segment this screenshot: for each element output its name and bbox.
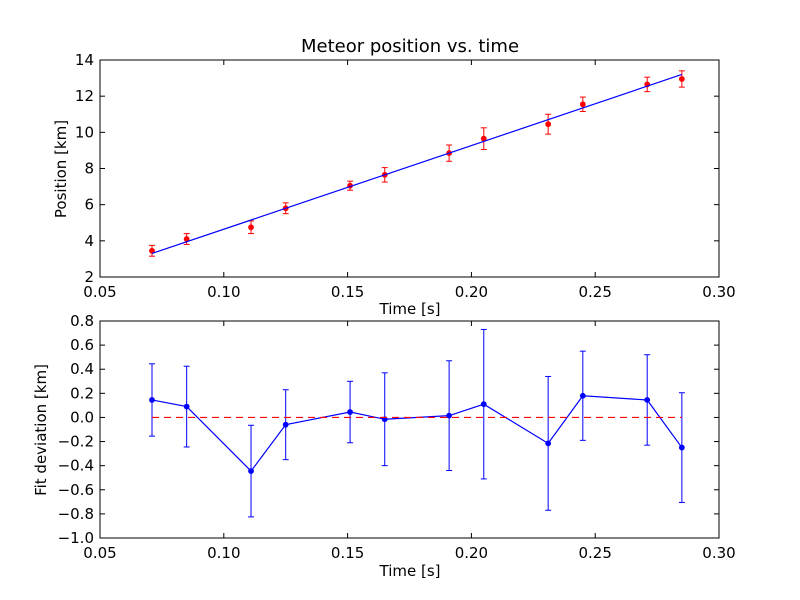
data-point — [579, 392, 586, 399]
x-tick-label: 0.05 — [83, 544, 116, 562]
y-tick-group: −1.0 −0.8 −0.6 −0.4 −0.2 0.0 0.2 0.4 0.6 0.8 — [58, 312, 719, 547]
y-tick-group: 2 4 6 8 10 12 14 — [75, 51, 719, 286]
data-point — [678, 76, 685, 82]
y-tick-label: 10 — [75, 123, 94, 141]
x-tick-label: 0.25 — [578, 544, 611, 562]
data-marks — [148, 70, 685, 257]
fit-line — [151, 73, 683, 255]
y-axis-label: Fit deviation [km] — [32, 364, 50, 496]
x-tick-label: 0.30 — [702, 544, 735, 562]
x-tick-label: 0.15 — [331, 283, 364, 301]
data-point — [579, 101, 586, 108]
x-tick-group: 0.05 0.10 0.15 0.20 0.25 0.30 — [83, 60, 736, 301]
y-axis-label: Position [km] — [52, 120, 70, 218]
data-point — [545, 440, 552, 447]
y-tick-label: 0.0 — [70, 408, 94, 426]
data-marks — [148, 328, 685, 518]
y-tick-label: 14 — [75, 51, 94, 69]
position-plot: Meteor position vs. time 0.05 0.10 0.15 0.2… — [52, 36, 736, 318]
x-tick-group: 0.05 0.10 0.15 0.20 0.25 0.30 — [83, 321, 736, 562]
x-axis-label: Time [s] — [379, 562, 441, 580]
data-point — [183, 403, 190, 410]
y-tick-label: 4 — [84, 232, 94, 250]
y-tick-label: 2 — [84, 268, 94, 286]
x-tick-label: 0.15 — [331, 544, 364, 562]
x-axis-label: Time [s] — [379, 300, 441, 318]
y-tick-label: 0.4 — [70, 360, 94, 378]
y-tick-label: −0.6 — [58, 481, 94, 499]
data-point — [282, 421, 289, 428]
data-point — [149, 397, 155, 403]
data-point — [248, 468, 254, 474]
x-tick-label: 0.25 — [578, 283, 611, 301]
y-tick-label: −0.2 — [58, 433, 94, 451]
data-point — [347, 409, 353, 415]
data-point — [644, 397, 651, 403]
x-tick-label: 0.20 — [455, 283, 488, 301]
y-tick-label: 0.8 — [70, 312, 94, 330]
data-point — [545, 121, 552, 128]
y-tick-label: 6 — [84, 196, 94, 214]
y-tick-label: −0.8 — [58, 505, 94, 523]
y-tick-label: −1.0 — [58, 529, 94, 547]
deviation-line — [151, 395, 683, 473]
x-tick-label: 0.10 — [207, 283, 240, 301]
y-tick-label: 12 — [75, 87, 94, 105]
x-tick-label: 0.20 — [455, 544, 488, 562]
data-point — [678, 444, 685, 451]
y-tick-label: 8 — [84, 160, 94, 178]
x-tick-label: 0.05 — [83, 283, 116, 301]
data-point — [480, 401, 487, 408]
plot-area-frame — [99, 59, 720, 278]
y-tick-label: 0.6 — [70, 336, 94, 354]
data-point — [248, 224, 254, 231]
y-tick-label: 0.2 — [70, 384, 94, 402]
chart-title: Meteor position vs. time — [301, 36, 519, 57]
y-tick-label: −0.4 — [58, 457, 94, 475]
plot-area-frame — [99, 320, 720, 539]
x-tick-label: 0.30 — [702, 283, 735, 301]
x-tick-label: 0.10 — [207, 544, 240, 562]
data-point — [446, 412, 453, 419]
fit-deviation-plot: 0.05 0.10 0.15 0.20 0.25 0.30 −1.0 −0.8 −0.6 −0.… — [32, 312, 736, 580]
